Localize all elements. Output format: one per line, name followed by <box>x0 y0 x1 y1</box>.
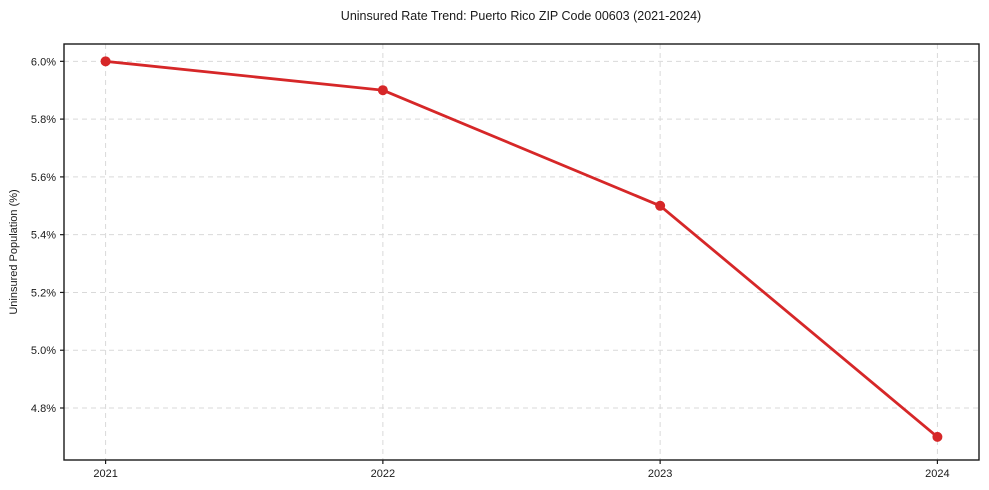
data-point <box>655 200 666 211</box>
y-tick-label: 5.6% <box>31 172 56 184</box>
chart-title: Uninsured Rate Trend: Puerto Rico ZIP Co… <box>341 9 701 23</box>
trend-line <box>104 59 939 439</box>
y-tick-label: 4.8% <box>31 403 56 415</box>
data-point <box>100 56 111 67</box>
y-tick-label: 6.0% <box>31 56 56 68</box>
x-tick-label: 2023 <box>648 468 672 480</box>
y-tick-label: 5.0% <box>31 345 56 357</box>
data-point <box>932 431 943 442</box>
x-tick-label: 2022 <box>371 468 395 480</box>
plot-border <box>63 43 980 461</box>
data-point <box>377 85 388 96</box>
chart-layers: 4.8% 5.0% 5.2% 5.4% 5.6% 5.8% 6.0% 2021 2022 2023… <box>31 43 980 480</box>
y-axis-title: Uninsured Population (%) <box>8 189 20 314</box>
y-tick-label: 5.2% <box>31 287 56 299</box>
x-tick-label: 2024 <box>925 468 949 480</box>
x-tick-label: 2021 <box>93 468 117 480</box>
y-tick-label: 5.8% <box>31 114 56 126</box>
y-tick-label: 5.4% <box>31 230 56 242</box>
